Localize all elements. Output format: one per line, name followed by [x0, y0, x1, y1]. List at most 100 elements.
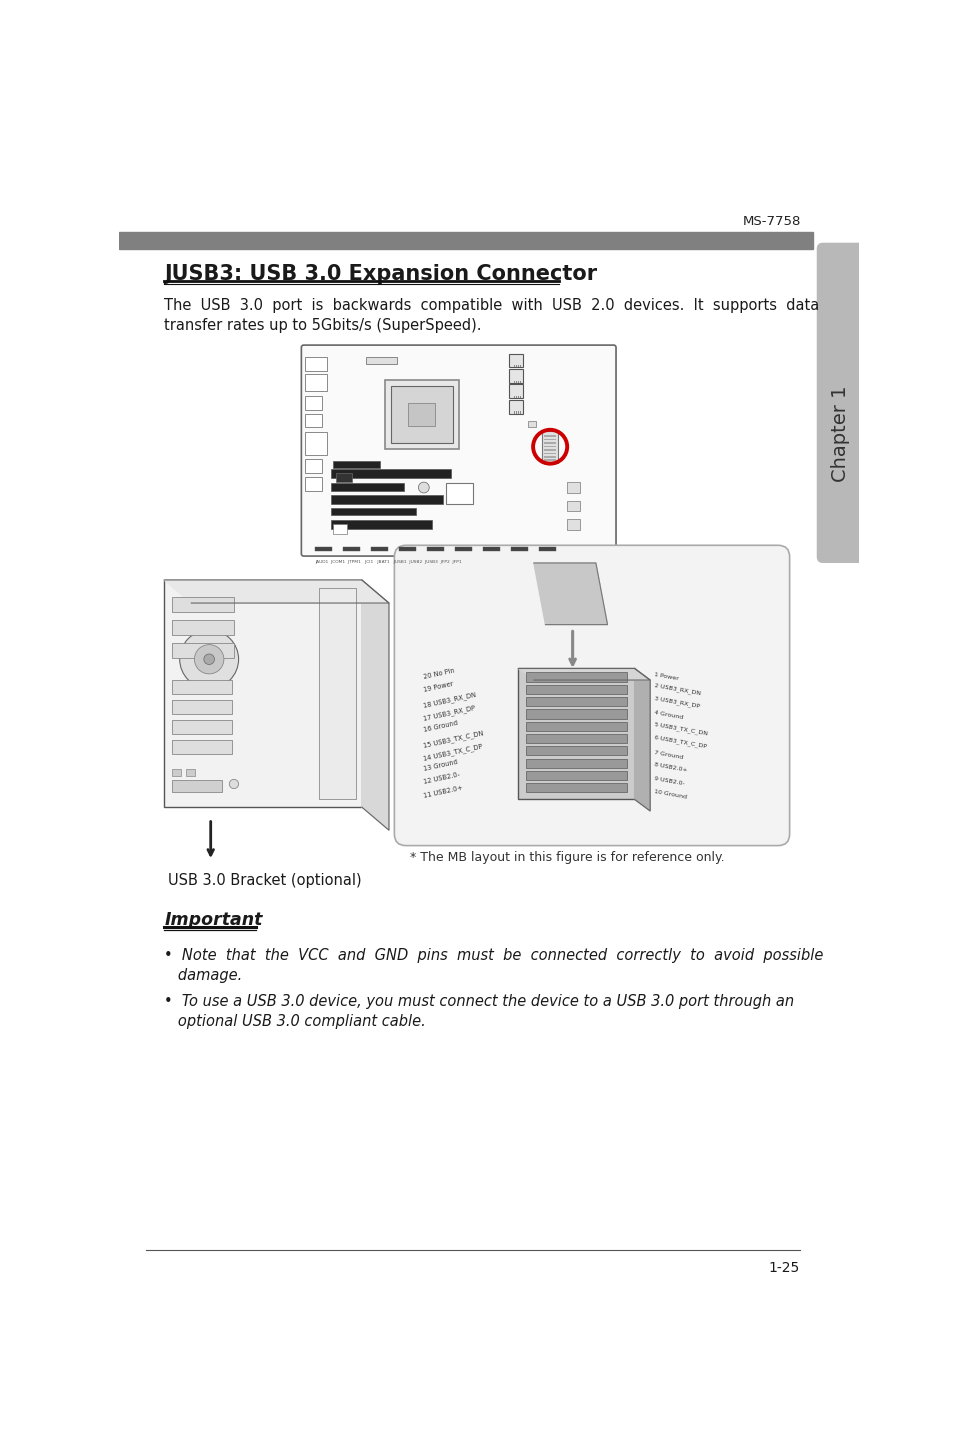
- Text: MS-7758: MS-7758: [742, 215, 801, 228]
- Text: 17 USB3_RX_DP: 17 USB3_RX_DP: [422, 705, 476, 722]
- Bar: [319, 587, 356, 799]
- Bar: [542, 431, 558, 463]
- Bar: [305, 357, 327, 371]
- Bar: [445, 483, 472, 504]
- Circle shape: [204, 654, 214, 664]
- Bar: [543, 435, 556, 437]
- Text: 1-25: 1-25: [768, 1262, 799, 1276]
- Bar: [333, 524, 347, 534]
- Bar: [331, 483, 404, 491]
- Text: 11 USB2.0+: 11 USB2.0+: [422, 785, 463, 799]
- Bar: [172, 700, 233, 715]
- Text: * The MB layout in this figure is for reference only.: * The MB layout in this figure is for re…: [410, 851, 723, 863]
- Bar: [186, 769, 195, 776]
- Text: 16 Ground: 16 Ground: [422, 720, 458, 733]
- Text: JAUD1  JCOM1  JTPM1   JCI1   JBAT1   JUSB1  JUSB2  JUSB3  JFP2  JFP1: JAUD1 JCOM1 JTPM1 JCI1 JBAT1 JUSB1 JUSB2…: [315, 560, 461, 564]
- Text: 9 USB2.0-: 9 USB2.0-: [654, 776, 684, 786]
- Bar: [543, 460, 556, 461]
- Bar: [335, 473, 352, 483]
- Bar: [172, 769, 181, 776]
- Text: 12 USB2.0-: 12 USB2.0-: [422, 772, 460, 785]
- Text: 5 USB3_TX_C_DN: 5 USB3_TX_C_DN: [654, 722, 707, 736]
- Bar: [365, 357, 396, 364]
- Bar: [385, 379, 458, 450]
- Bar: [305, 374, 327, 391]
- Text: USB 3.0 Bracket (optional): USB 3.0 Bracket (optional): [168, 872, 361, 888]
- Text: 10 Ground: 10 Ground: [654, 789, 687, 799]
- Bar: [305, 477, 322, 491]
- Text: The  USB  3.0  port  is  backwards  compatible  with  USB  2.0  devices.  It  su: The USB 3.0 port is backwards compatible…: [164, 298, 819, 314]
- Polygon shape: [164, 580, 389, 603]
- Bar: [331, 507, 416, 516]
- Bar: [172, 780, 222, 792]
- Bar: [172, 643, 233, 659]
- FancyBboxPatch shape: [394, 546, 789, 845]
- Bar: [525, 697, 626, 706]
- Polygon shape: [634, 669, 649, 811]
- Bar: [172, 680, 233, 695]
- Bar: [543, 438, 556, 440]
- Bar: [543, 442, 556, 444]
- Circle shape: [194, 644, 224, 674]
- Text: 13 Ground: 13 Ground: [422, 759, 458, 772]
- Bar: [509, 369, 522, 382]
- Bar: [482, 547, 499, 551]
- Text: JUSB3: USB 3.0 Expansion Connector: JUSB3: USB 3.0 Expansion Connector: [164, 265, 597, 284]
- Bar: [567, 520, 579, 530]
- Text: damage.: damage.: [164, 968, 242, 982]
- Bar: [371, 547, 388, 551]
- Bar: [528, 421, 536, 428]
- Bar: [331, 470, 451, 478]
- Text: 6 USB3_TX_C_DP: 6 USB3_TX_C_DP: [654, 735, 706, 749]
- Bar: [172, 740, 233, 755]
- Bar: [305, 414, 322, 428]
- Bar: [455, 547, 472, 551]
- Bar: [398, 547, 416, 551]
- FancyBboxPatch shape: [816, 242, 863, 563]
- Bar: [543, 445, 556, 447]
- Bar: [543, 455, 556, 457]
- Bar: [525, 759, 626, 768]
- Bar: [509, 384, 522, 398]
- Bar: [172, 620, 233, 636]
- Bar: [525, 709, 626, 719]
- Text: 20 No Pin: 20 No Pin: [422, 667, 455, 680]
- Text: 15 USB3_TX_C_DN: 15 USB3_TX_C_DN: [422, 730, 484, 749]
- Text: Important: Important: [164, 911, 262, 929]
- Bar: [509, 354, 522, 368]
- Bar: [525, 735, 626, 743]
- Bar: [517, 669, 634, 799]
- Bar: [537, 547, 555, 551]
- Text: Chapter 1: Chapter 1: [830, 385, 849, 483]
- Text: 1 Power: 1 Power: [654, 672, 679, 680]
- Bar: [408, 402, 435, 425]
- Text: •  To use a USB 3.0 device, you must connect the device to a USB 3.0 port throug: • To use a USB 3.0 device, you must conn…: [164, 994, 794, 1010]
- Polygon shape: [361, 580, 389, 831]
- Bar: [525, 684, 626, 695]
- Bar: [172, 597, 233, 613]
- Bar: [305, 432, 327, 455]
- Bar: [343, 547, 360, 551]
- Circle shape: [229, 779, 238, 789]
- Bar: [525, 783, 626, 792]
- Bar: [525, 746, 626, 756]
- FancyBboxPatch shape: [301, 345, 616, 556]
- Bar: [525, 673, 626, 682]
- Bar: [331, 495, 443, 504]
- Bar: [525, 722, 626, 730]
- Text: 3 USB3_RX_DP: 3 USB3_RX_DP: [654, 696, 700, 709]
- Text: 14 USB3_TX_C_DP: 14 USB3_TX_C_DP: [422, 743, 483, 762]
- Text: 7 Ground: 7 Ground: [654, 750, 683, 760]
- Bar: [119, 232, 812, 249]
- Bar: [509, 400, 522, 414]
- Text: 18 USB3_RX_DN: 18 USB3_RX_DN: [422, 692, 476, 709]
- Bar: [172, 720, 233, 735]
- Text: 8 USB2.0+: 8 USB2.0+: [654, 762, 687, 773]
- Bar: [315, 547, 332, 551]
- Bar: [525, 770, 626, 780]
- Bar: [305, 460, 322, 473]
- Text: optional USB 3.0 compliant cable.: optional USB 3.0 compliant cable.: [164, 1014, 425, 1030]
- Bar: [510, 547, 527, 551]
- Bar: [543, 453, 556, 454]
- Bar: [567, 501, 579, 511]
